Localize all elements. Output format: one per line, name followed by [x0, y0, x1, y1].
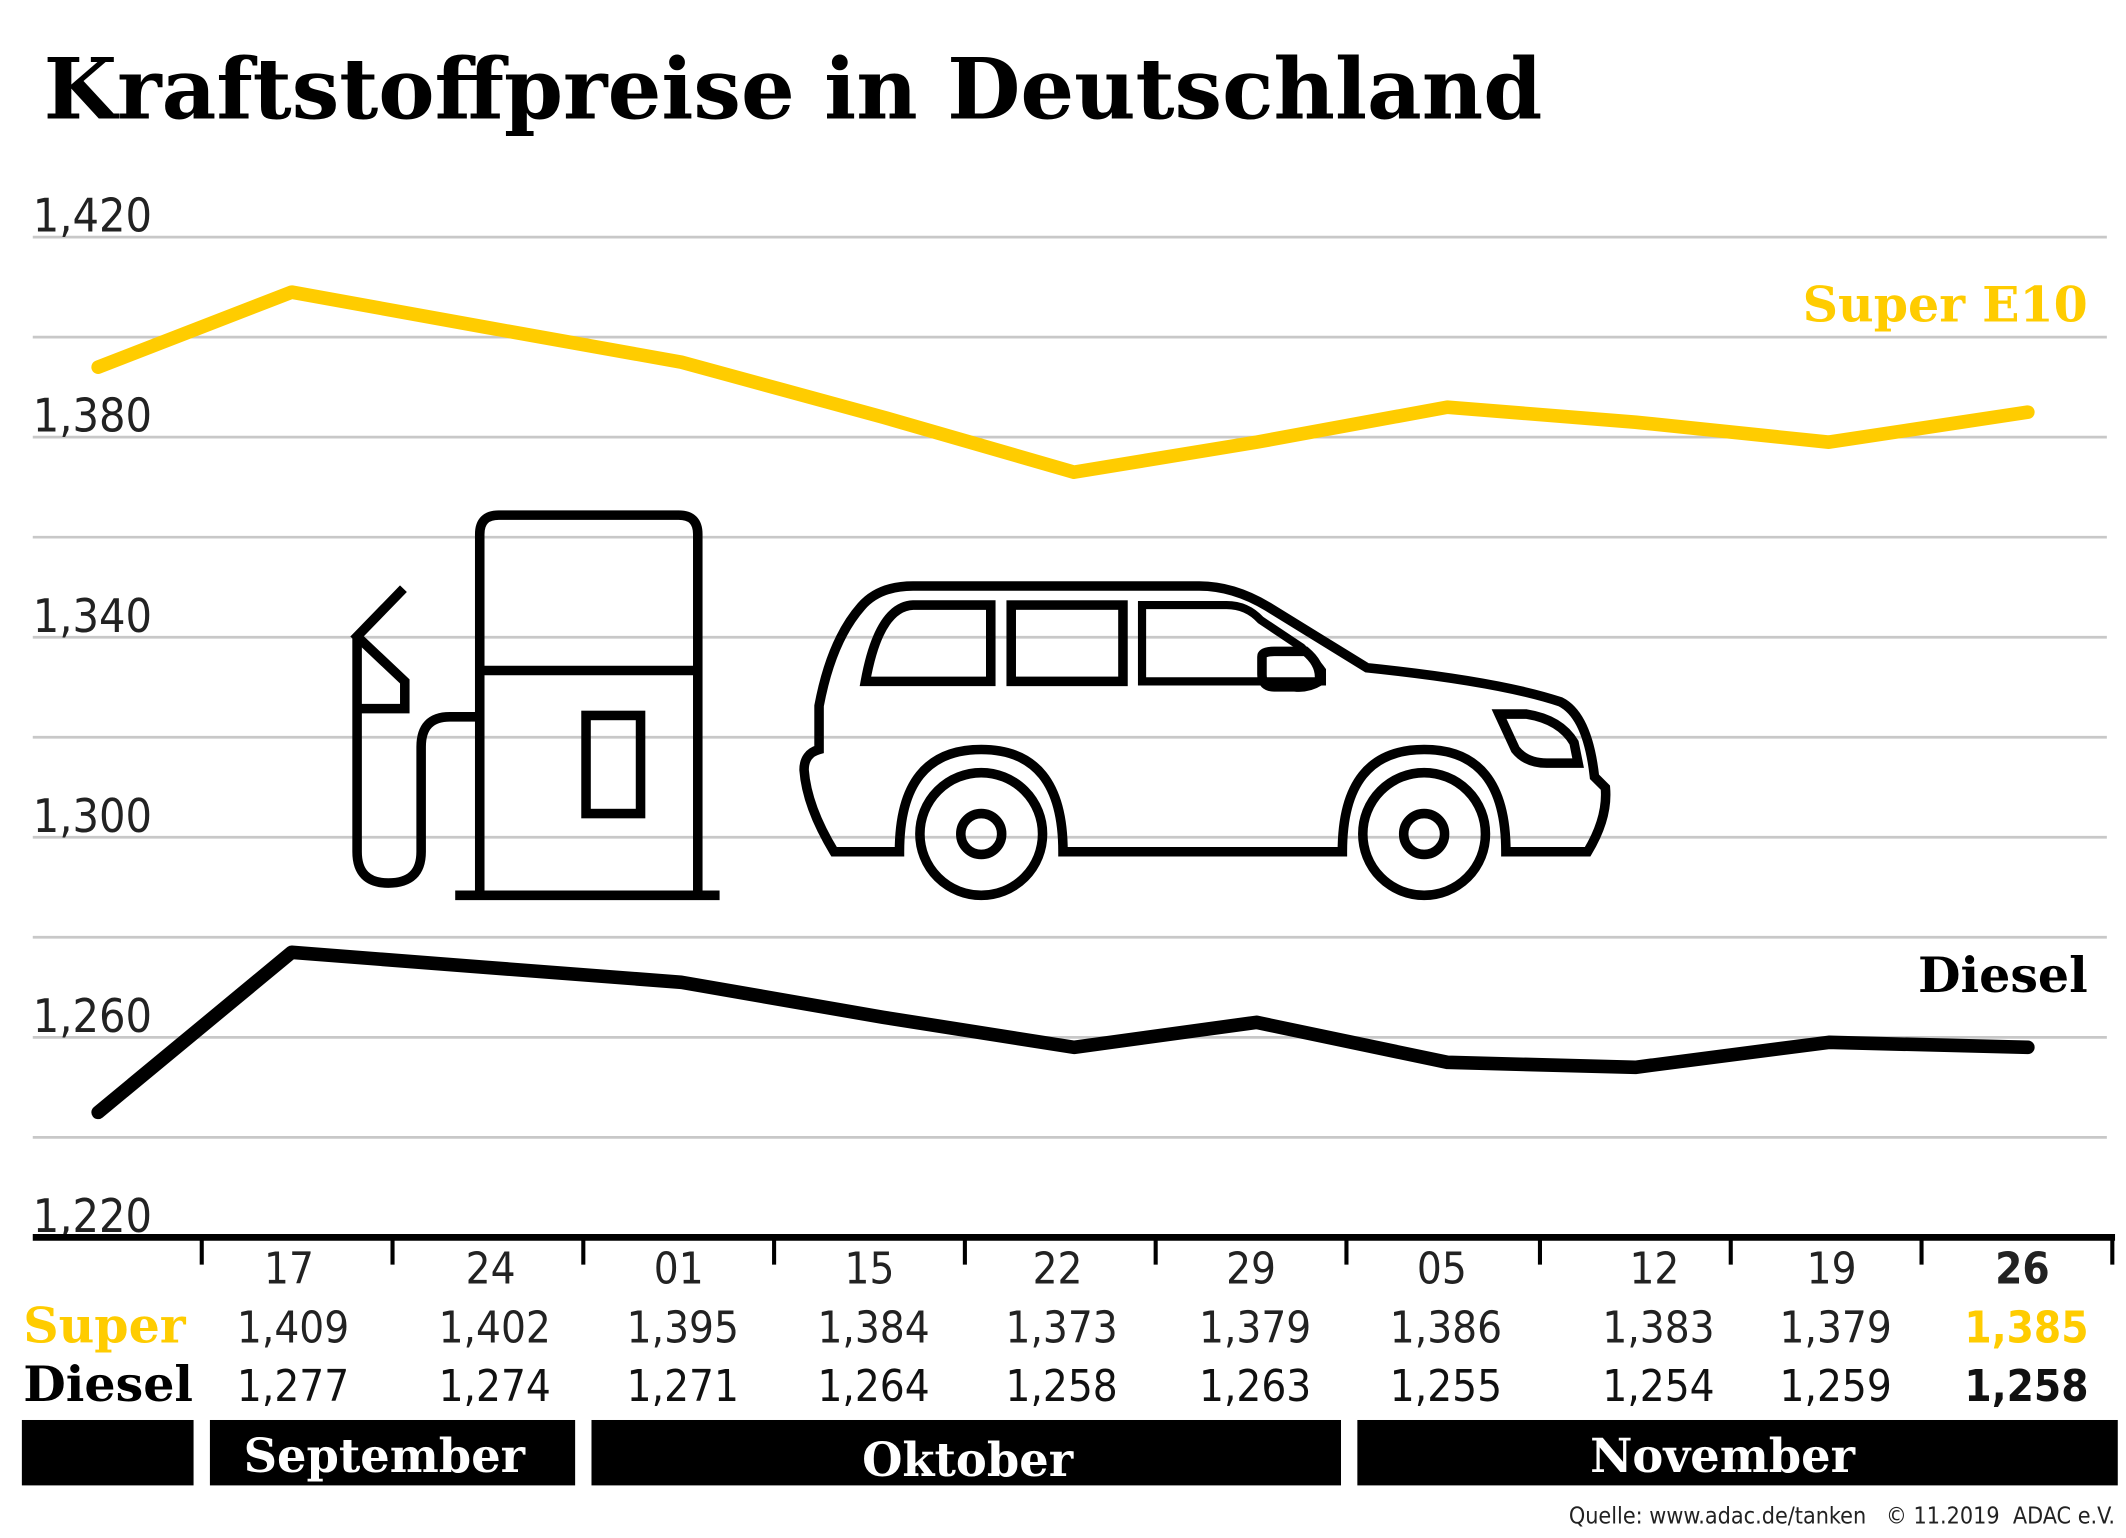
diesel-value: 1,277	[237, 1362, 349, 1412]
diesel-value: 1,274	[439, 1362, 551, 1412]
x-tick-label: 19	[1807, 1245, 1857, 1295]
car-icon	[799, 581, 1611, 901]
month-bar-september	[209, 1419, 576, 1486]
x-tick-label: 15	[845, 1245, 895, 1295]
x-tick-label: 24	[466, 1245, 516, 1295]
super-value: 1,395	[627, 1303, 739, 1353]
month-label-november: November	[1590, 1428, 1856, 1483]
x-tick-label: 29	[1226, 1245, 1276, 1295]
month-bar-oktober	[591, 1419, 1342, 1486]
series-label-diesel: Diesel	[1918, 946, 2088, 1004]
super-value: 1,383	[1602, 1303, 1714, 1353]
x-tick-label: 12	[1629, 1245, 1679, 1295]
diesel-value: 1,264	[817, 1362, 929, 1412]
row-label-diesel: Diesel	[23, 1355, 193, 1413]
series-line-super	[91, 285, 2035, 479]
series-label-super: Super E10	[1803, 276, 2088, 334]
y-axis-labels: 1,420 1,380 1,340 1,300 1,260 1,220	[33, 189, 152, 1243]
super-value: 1,379	[1199, 1303, 1311, 1353]
page-title: Kraftstoffpreise in Deutschland	[44, 40, 1543, 139]
super-value: 1,402	[439, 1303, 551, 1353]
month-label-oktober: Oktober	[862, 1432, 1074, 1487]
diesel-value: 1,258	[1964, 1362, 2088, 1412]
month-bar-blank	[21, 1419, 194, 1486]
y-tick-label: 1,340	[33, 589, 152, 643]
y-tick-label: 1,420	[33, 189, 152, 243]
diesel-value: 1,259	[1780, 1362, 1892, 1412]
super-value: 1,379	[1780, 1303, 1892, 1353]
x-tick-label: 01	[654, 1245, 704, 1295]
series-lines	[91, 285, 2035, 1120]
grid	[32, 235, 2107, 1139]
super-value: 1,384	[817, 1303, 929, 1353]
x-axis-ticks	[199, 1237, 2115, 1265]
x-tick-label: 17	[264, 1245, 314, 1295]
y-tick-label: 1,380	[33, 389, 152, 443]
month-bar-november	[1357, 1419, 2118, 1486]
y-tick-label: 1,300	[33, 789, 152, 843]
super-value: 1,373	[1006, 1303, 1118, 1353]
diesel-value: 1,255	[1390, 1362, 1502, 1412]
row-label-super: Super	[23, 1296, 187, 1354]
x-tick-label: 05	[1417, 1245, 1467, 1295]
fuel-pump-icon	[350, 510, 720, 901]
value-table: 17 1,409 1,277 24 1,402 1,274 01 1,395 1,271 15 1,…	[237, 1245, 2089, 1412]
x-tick-label: 22	[1033, 1245, 1083, 1295]
y-tick-label: 1,220	[33, 1189, 152, 1243]
diesel-value: 1,258	[1006, 1362, 1118, 1412]
month-label-september: September	[244, 1428, 526, 1483]
super-value: 1,386	[1390, 1303, 1502, 1353]
super-value: 1,385	[1964, 1303, 2088, 1353]
source-note: Quelle: www.adac.de/tanken © 11.2019 ADA…	[1569, 1504, 2115, 1530]
x-tick-label: 26	[1995, 1245, 2050, 1295]
diesel-value: 1,263	[1199, 1362, 1311, 1412]
y-tick-label: 1,260	[33, 989, 152, 1043]
super-value: 1,409	[237, 1303, 349, 1353]
diesel-value: 1,254	[1602, 1362, 1714, 1412]
diesel-value: 1,271	[627, 1362, 739, 1412]
series-line-diesel	[91, 945, 2035, 1120]
